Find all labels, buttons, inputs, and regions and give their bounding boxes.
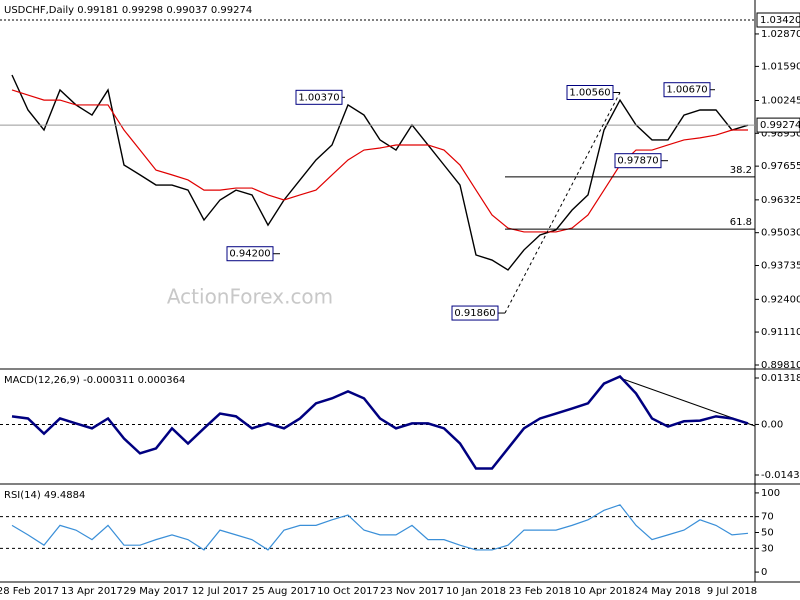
x-tick-label: 23 Nov 2017 [380, 586, 444, 597]
annotation-label: 1.00560 [569, 88, 610, 99]
annotation-label: 0.91860 [454, 308, 495, 319]
watermark: ActionForex.com [167, 285, 333, 309]
y-tick-label: 30 [761, 543, 774, 554]
price-box [756, 117, 800, 133]
x-tick-label: 25 Aug 2017 [252, 586, 316, 597]
y-tick-label: 1.02870 [761, 29, 800, 40]
annotation-box [451, 305, 499, 321]
annotation-label: 1.00370 [298, 92, 339, 103]
y-tick-label: 0.013184 [761, 373, 800, 384]
price-box [756, 12, 800, 28]
y-tick-label: 0.98950 [761, 128, 800, 139]
x-tick-label: 10 Jan 2018 [446, 586, 506, 597]
y-tick-label: 0.95030 [761, 228, 800, 239]
y-tick-label: 0.93735 [761, 261, 800, 272]
annotation-label: 0.94200 [229, 249, 270, 260]
y-tick-label: 0.89810 [761, 360, 800, 371]
y-tick-label: 70 [761, 512, 774, 523]
panel-title: RSI(14) 49.4884 [4, 490, 85, 501]
x-tick-label: 10 Apr 2018 [573, 586, 635, 597]
x-tick-label: 24 May 2018 [635, 586, 700, 597]
y-tick-label: 0 [761, 567, 767, 578]
fib-label: 61.8 [730, 217, 752, 228]
x-tick-label: 29 May 2017 [123, 586, 188, 597]
y-tick-label: 100 [761, 488, 780, 499]
annotation-label: 1.00670 [666, 85, 707, 96]
annotation-box [566, 85, 614, 101]
y-tick-label: 0.91110 [761, 327, 800, 338]
panel-title: MACD(12,26,9) -0.000311 0.000364 [4, 375, 185, 386]
price-box-label: 0.99274 [760, 120, 800, 131]
x-tick-label: 23 Feb 2018 [509, 586, 571, 597]
y-tick-label: 50 [761, 528, 774, 539]
series-line [11, 74, 749, 271]
price-box-label: 1.03420 [760, 15, 800, 26]
y-tick-label: 0.96325 [761, 195, 800, 206]
fib-label: 38.2 [730, 165, 752, 176]
y-tick-label: 0.00 [761, 419, 783, 430]
x-tick-label: 12 Jul 2017 [192, 586, 249, 597]
y-tick-label: 1.01590 [761, 61, 800, 72]
series-line [11, 375, 749, 470]
annotation-box [663, 82, 711, 98]
x-tick-label: 9 Jul 2018 [707, 586, 757, 597]
annotation-box [295, 89, 343, 105]
annotation-box [614, 153, 662, 169]
x-tick-label: 28 Feb 2017 [0, 586, 59, 597]
x-tick-label: 10 Oct 2017 [317, 586, 379, 597]
x-tick-label: 13 Apr 2017 [61, 586, 123, 597]
series-line [11, 504, 749, 551]
annotation-box [226, 246, 274, 262]
annotation-label: 0.97870 [617, 156, 658, 167]
y-tick-label: 1.00245 [761, 95, 800, 106]
y-tick-label: -0.014339 [761, 470, 800, 481]
y-tick-label: 0.97655 [761, 161, 800, 172]
y-tick-label: 0.92400 [761, 294, 800, 305]
panel-title: USDCHF,Daily 0.99181 0.99298 0.99037 0.9… [4, 5, 252, 16]
